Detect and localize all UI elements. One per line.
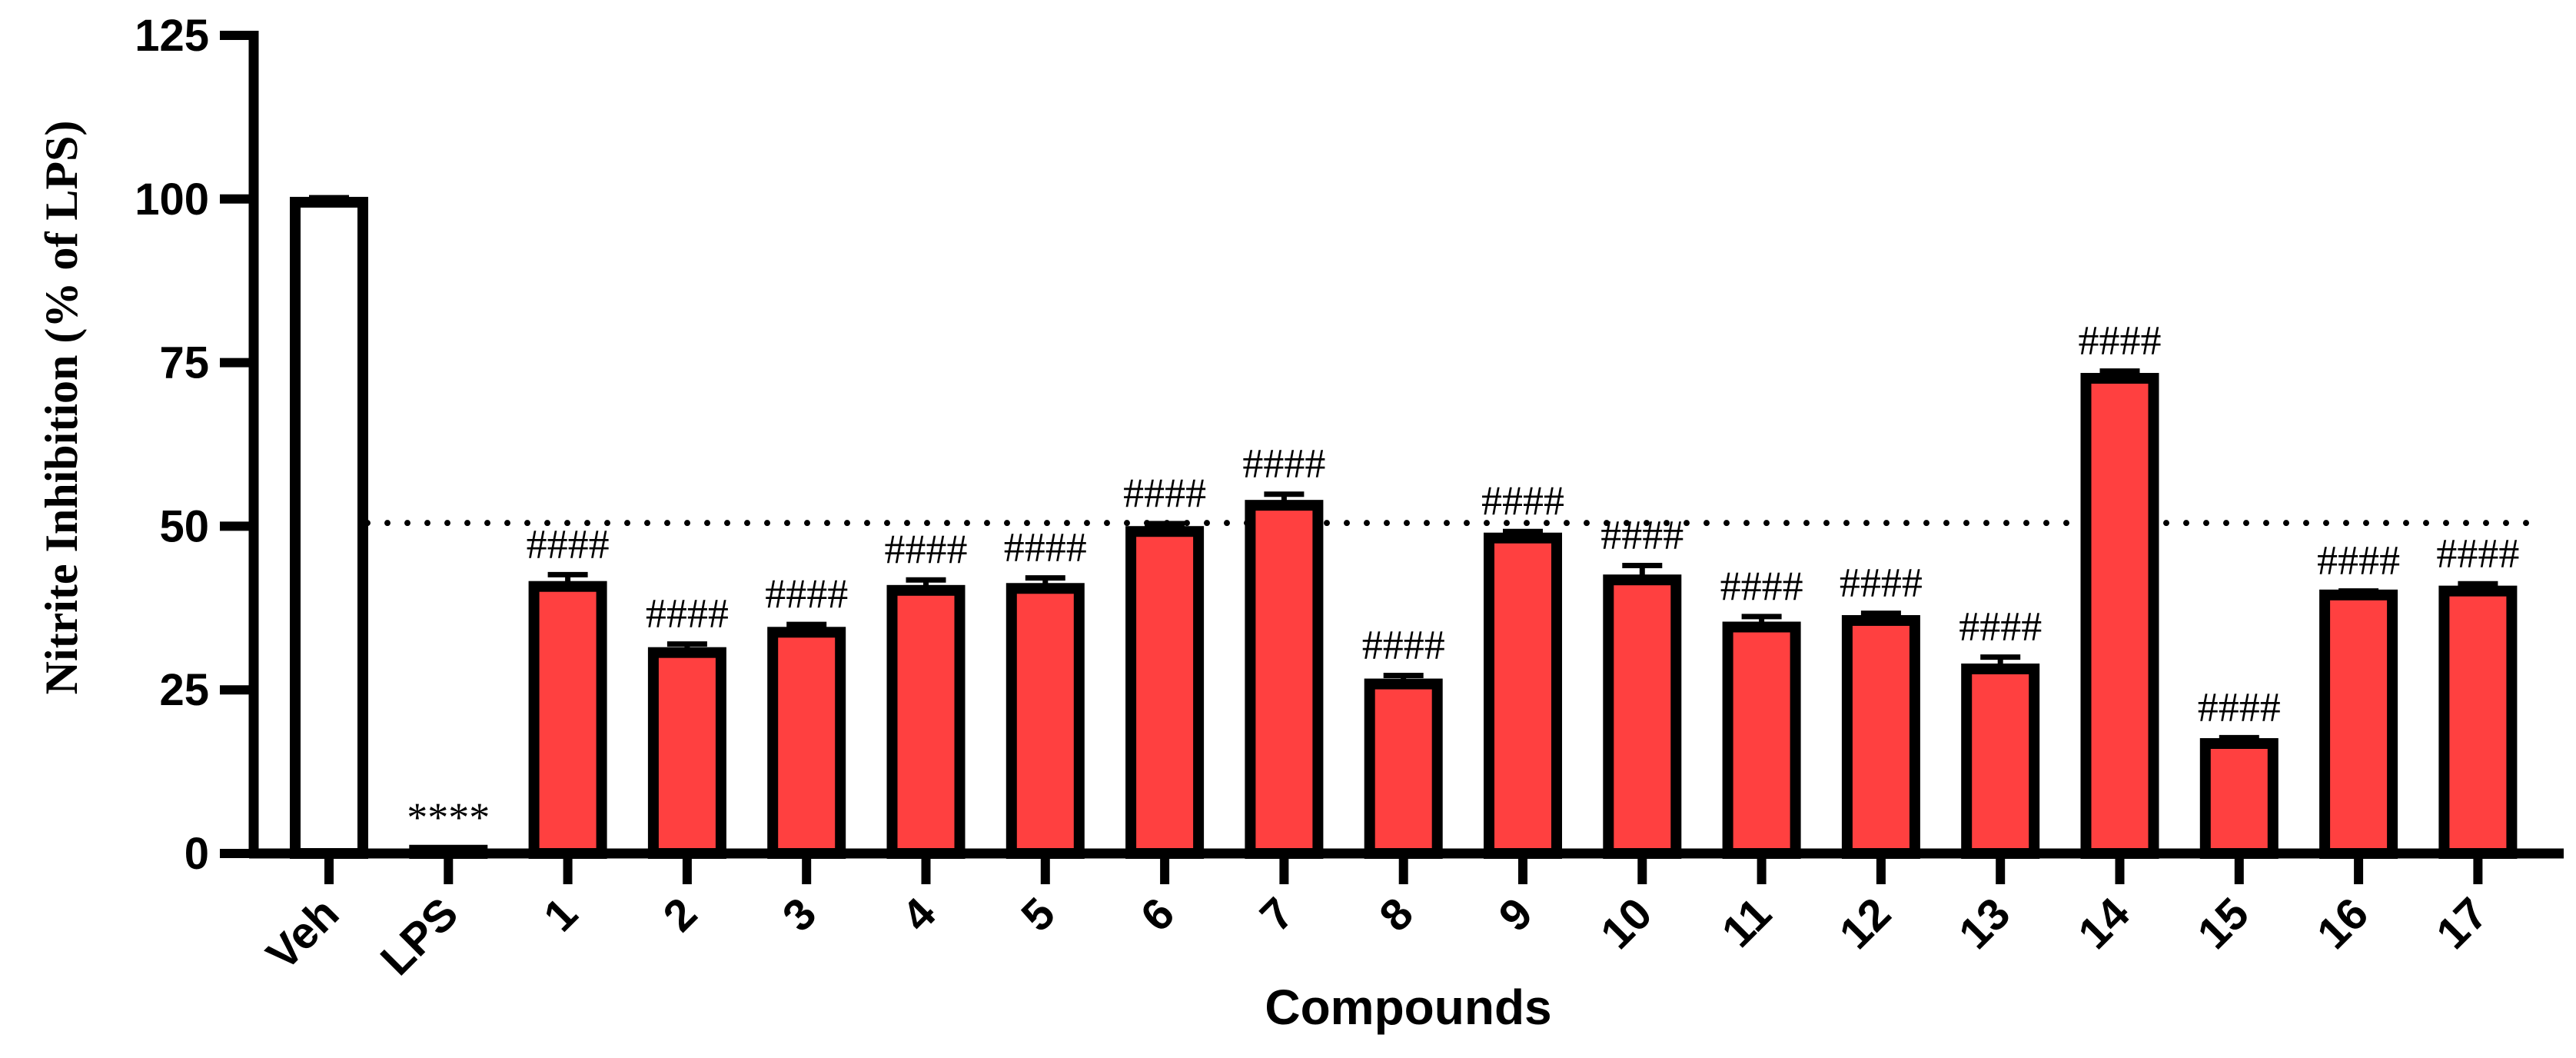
bar-16 (2319, 589, 2398, 859)
x-tick-label-16: 16 (2308, 888, 2378, 959)
x-tick-label-1: 1 (534, 888, 587, 941)
x-tick-label-Veh: Veh (257, 888, 348, 980)
bar-4 (886, 584, 966, 860)
annotation-15: #### (2198, 684, 2281, 730)
bar-15 (2199, 737, 2279, 860)
bar-7 (1245, 500, 1324, 860)
x-tick-label-9: 9 (1489, 888, 1542, 941)
bar-6 (1125, 526, 1205, 859)
annotation-4: #### (885, 526, 968, 572)
y-tick-label-125: 125 (135, 11, 209, 61)
annotation-11: #### (1720, 563, 1803, 609)
axes-group (220, 31, 2564, 884)
annotation-13: #### (1959, 604, 2042, 650)
bar-17 (2438, 585, 2518, 860)
x-axis-title: Compounds (1265, 980, 1551, 1035)
bar-1 (528, 581, 607, 859)
x-tick-label-10: 10 (1591, 888, 1662, 959)
bar-10 (1603, 574, 1682, 860)
annotation-12: #### (1840, 560, 1923, 606)
annotation-6: #### (1123, 470, 1206, 516)
x-tick-label-3: 3 (773, 888, 826, 941)
annotation-3: #### (765, 571, 848, 617)
bar-3 (767, 627, 846, 859)
bar-11 (1722, 621, 1801, 859)
bars-group (290, 195, 2518, 860)
annotation-16: #### (2317, 537, 2400, 584)
bar-Veh (290, 197, 368, 859)
annotation-10: #### (1600, 511, 1684, 557)
x-tick-label-15: 15 (2188, 888, 2259, 959)
y-axis-title: Nitrite Inhibition (% of LPS) (36, 121, 87, 695)
x-tick-label-14: 14 (2069, 888, 2139, 959)
x-tick-label-17: 17 (2427, 888, 2498, 959)
x-tick-label-12: 12 (1830, 888, 1901, 959)
x-tick-label-8: 8 (1370, 888, 1423, 941)
annotation-17: #### (2436, 530, 2519, 576)
annotation-9: #### (1481, 477, 1564, 524)
y-tick-label-0: 0 (184, 829, 209, 879)
annotation-7: #### (1242, 441, 1325, 487)
bar-2 (647, 647, 726, 859)
x-tick-label-LPS: LPS (371, 888, 468, 985)
x-tick-label-4: 4 (892, 888, 946, 941)
x-tick-label-5: 5 (1012, 888, 1065, 941)
y-tick-label-25: 25 (159, 665, 209, 715)
y-tick-label-75: 75 (159, 338, 209, 388)
x-tick-label-13: 13 (1949, 888, 2020, 959)
annotation-8: #### (1362, 621, 1445, 667)
annotation-14: #### (2079, 318, 2162, 364)
bar-9 (1484, 532, 1562, 860)
y-tick-label-100: 100 (135, 175, 209, 225)
bar-12 (1841, 614, 1920, 859)
bar-13 (1961, 663, 2040, 860)
x-tick-label-11: 11 (1712, 888, 1780, 957)
bar-5 (1005, 583, 1085, 859)
bar-8 (1364, 678, 1443, 859)
annotation-1: #### (527, 521, 610, 567)
x-tick-label-6: 6 (1132, 888, 1185, 941)
x-tick-label-7: 7 (1251, 888, 1304, 941)
bar-14 (2080, 373, 2159, 859)
annotation-5: #### (1004, 524, 1087, 571)
y-tick-label-50: 50 (159, 501, 209, 551)
labels-group: Veh **** LPS #### 1 #### 2 #### 3 #### 4 #### 5 #### 6… (135, 11, 2519, 985)
annotation-LPS: **** (407, 794, 490, 840)
annotation-2: #### (646, 591, 729, 637)
x-tick-label-2: 2 (653, 888, 706, 941)
